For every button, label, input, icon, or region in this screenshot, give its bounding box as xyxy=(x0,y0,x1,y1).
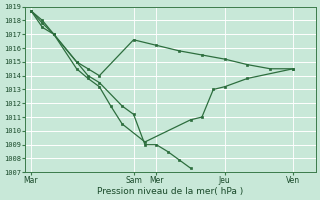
X-axis label: Pression niveau de la mer( hPa ): Pression niveau de la mer( hPa ) xyxy=(98,187,244,196)
